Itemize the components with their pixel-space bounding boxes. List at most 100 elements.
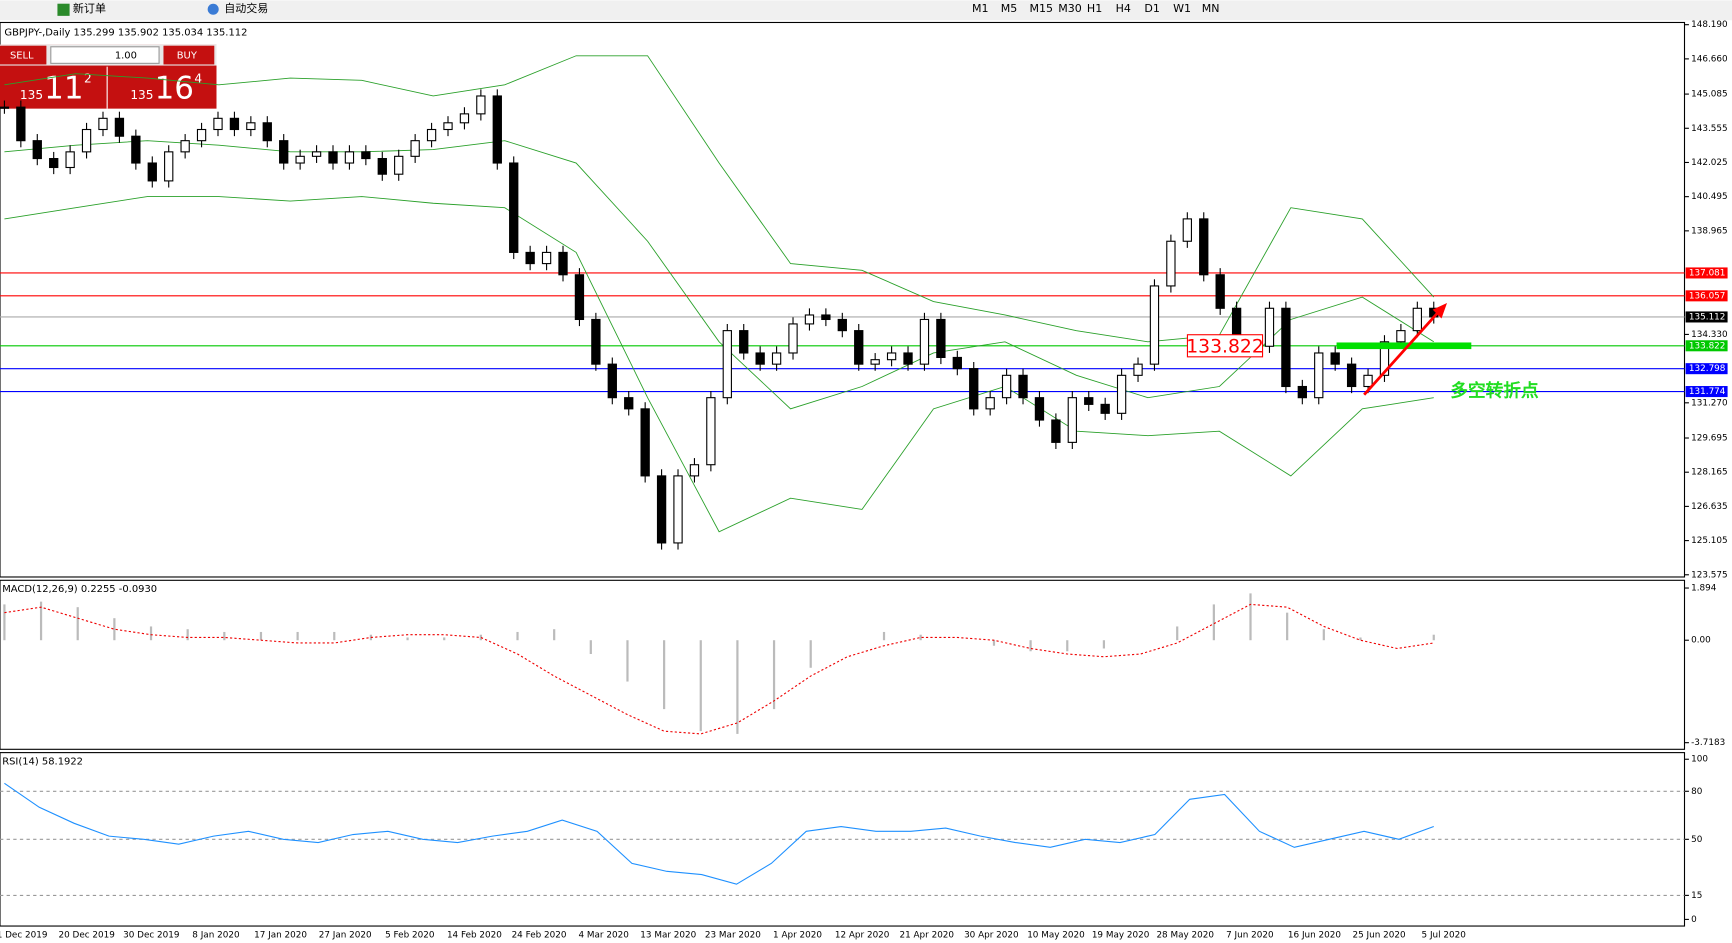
ask-main: 16 — [155, 70, 194, 106]
candle-body — [870, 359, 880, 365]
trend-arrowhead — [1432, 303, 1448, 319]
level-label: 133.822 — [1689, 341, 1726, 351]
level-label: 131.774 — [1689, 387, 1726, 397]
turning-point-label: 多空转折点 — [1450, 379, 1539, 401]
timeframe-button[interactable]: H4 — [1116, 2, 1131, 15]
macd-bar — [1432, 634, 1435, 641]
macd-bar — [39, 601, 43, 641]
timeframe-button[interactable]: M1 — [972, 2, 989, 15]
y-tick-label: 129.695 — [1691, 434, 1728, 444]
lots-value[interactable]: 1.00 — [115, 51, 137, 62]
timeframe-button[interactable]: MN — [1202, 2, 1220, 15]
candle-body — [492, 95, 502, 164]
candle-body — [706, 397, 716, 466]
y-tick-label: 131.270 — [1691, 398, 1728, 408]
macd-bar — [296, 631, 299, 641]
macd-bar — [992, 640, 996, 646]
x-tick-label: 19 May 2020 — [1092, 930, 1150, 940]
macd-bar — [1066, 640, 1069, 652]
candle-body — [1100, 403, 1110, 414]
timeframe-button[interactable]: M30 — [1058, 2, 1082, 15]
candle-body — [854, 330, 864, 365]
rsi-title: RSI(14) 58.1922 — [2, 756, 83, 767]
y-tick-label: 1.894 — [1691, 584, 1717, 594]
macd-bar — [882, 631, 886, 641]
candle-body — [410, 140, 420, 157]
x-tick-label: 21 Apr 2020 — [899, 930, 954, 940]
candle-body — [262, 122, 272, 142]
macd-signal — [4, 603, 1434, 735]
timeframe-button[interactable]: M5 — [1001, 2, 1018, 15]
y-tick-label: 50 — [1691, 835, 1703, 845]
macd-bar — [772, 640, 776, 710]
x-tick-label: 16 Jun 2020 — [1288, 930, 1341, 940]
candle-body — [771, 352, 782, 365]
auto-trade-button[interactable]: 自动交易 — [224, 1, 268, 15]
new-order-button[interactable]: 新订单 — [73, 1, 106, 15]
new-order-icon[interactable] — [57, 3, 70, 16]
macd-bar — [919, 634, 922, 641]
trade-panel: SELL BUY 1.00 135 11 2 135 16 4 — [0, 44, 217, 109]
auto-trade-icon[interactable] — [207, 3, 219, 15]
bid-big: 135 — [20, 88, 43, 102]
timeframe-button[interactable]: H1 — [1087, 2, 1102, 15]
candle-body — [1281, 307, 1291, 388]
x-tick-label: 23 Mar 2020 — [705, 930, 761, 940]
timeframe-button[interactable]: W1 — [1173, 2, 1191, 15]
candle-body — [1001, 374, 1012, 399]
lots-input[interactable] — [50, 46, 160, 64]
bollinger-band — [4, 140, 1434, 410]
candle-body — [558, 251, 568, 276]
candle-body — [361, 151, 371, 160]
x-tick-label: 20 Dec 2019 — [59, 930, 115, 940]
candle-body — [49, 158, 59, 169]
macd-bar — [663, 640, 666, 710]
x-tick-label: 8 Jan 2020 — [192, 930, 240, 940]
candle-body — [328, 151, 338, 164]
x-tick-label: 12 Apr 2020 — [835, 930, 890, 940]
candle-body — [32, 140, 42, 160]
y-tick-label: 140.495 — [1691, 192, 1728, 202]
candle-body — [1149, 285, 1160, 365]
y-tick-label: 142.025 — [1691, 158, 1728, 168]
candle-body — [1116, 374, 1127, 414]
buy-label[interactable]: BUY — [177, 51, 198, 62]
bid-small: 2 — [84, 71, 92, 85]
candle-body — [591, 318, 601, 365]
timeframe-button[interactable]: D1 — [1144, 2, 1160, 15]
y-tick-label: 138.965 — [1691, 226, 1728, 236]
x-tick-label: 10 May 2020 — [1027, 930, 1085, 940]
candle-body — [574, 274, 585, 321]
candle-body — [1182, 218, 1192, 242]
candle-body — [1133, 363, 1143, 376]
candle-body — [459, 113, 470, 124]
level-tag — [1685, 340, 1728, 352]
y-tick-label: 123.575 — [1691, 570, 1728, 580]
trend-arrow — [1363, 307, 1443, 396]
x-tick-label: 1 Apr 2020 — [773, 930, 822, 940]
timeframe-button[interactable]: M15 — [1029, 2, 1053, 15]
candle-body — [1067, 397, 1077, 443]
macd-bar — [186, 629, 189, 641]
macd-bar — [259, 631, 263, 641]
candle-body — [985, 397, 995, 410]
candle-body — [1264, 307, 1275, 347]
candle-body — [886, 352, 897, 361]
y-tick-label: 126.635 — [1691, 502, 1728, 512]
candle-body — [1018, 374, 1028, 399]
buy-button[interactable] — [163, 45, 215, 65]
macd-bar — [76, 607, 79, 641]
candle-body — [607, 363, 617, 399]
y-tick-label: 0.00 — [1691, 636, 1711, 646]
macd-bar — [1322, 629, 1325, 641]
level-label: 137.081 — [1689, 268, 1726, 278]
candle-body — [541, 251, 552, 265]
sell-button[interactable] — [0, 45, 47, 65]
candle-body — [1363, 374, 1373, 388]
candle-body — [1379, 341, 1390, 376]
candle-body — [689, 464, 700, 477]
candle-body — [344, 151, 355, 164]
candle-body — [640, 408, 650, 477]
sell-label[interactable]: SELL — [10, 51, 34, 62]
candle-body — [213, 117, 223, 131]
